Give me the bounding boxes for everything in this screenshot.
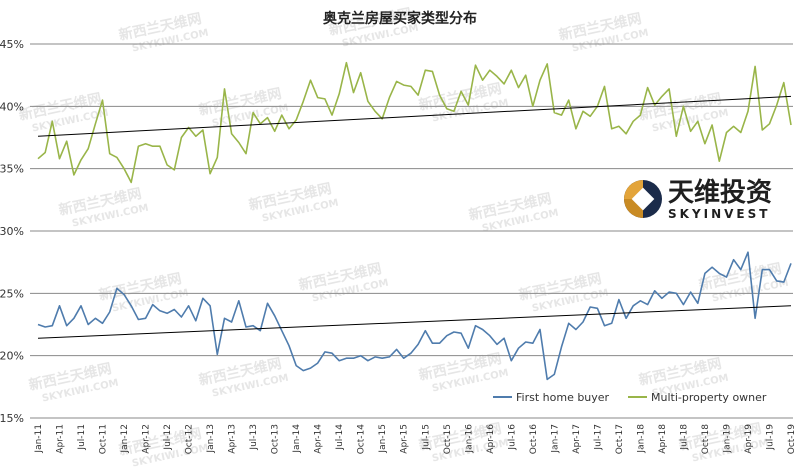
series-line-multi-property-owner	[37, 61, 792, 184]
grid-lines	[30, 43, 793, 419]
x-tick-label: Jul-16	[507, 424, 517, 451]
x-tick-label: Jan-14	[292, 424, 302, 454]
y-tick-label: 30%	[0, 225, 24, 238]
x-tick-label: Jul-12	[163, 424, 173, 451]
legend-label-first-home-buyer: First home buyer	[516, 391, 610, 404]
x-tick-label: Jul-18	[679, 424, 689, 451]
x-tick-label: Apr-11	[56, 424, 66, 454]
x-tick-label: Oct-18	[701, 424, 711, 455]
x-tick-label: Apr-16	[486, 424, 496, 454]
x-tick-label: Jul-11	[77, 424, 87, 451]
x-tick-label: Jan-16	[464, 424, 474, 454]
trendline-first-home-buyer	[37, 305, 792, 339]
x-tick-label: Oct-19	[787, 424, 797, 455]
x-tick-label: Apr-14	[314, 424, 324, 454]
y-tick-label: 20%	[0, 350, 24, 363]
x-tick-label: Oct-14	[357, 424, 367, 455]
series-layer	[37, 61, 792, 381]
x-tick-label: Apr-18	[658, 424, 668, 454]
x-axis-ticks: Jan-11 Apr-11 Jul-11 Oct-11 Jan-12 Apr-12 Jul-…	[34, 424, 797, 455]
y-tick-label: 45%	[0, 38, 24, 51]
trendline-multi-property-owner	[37, 95, 792, 137]
y-axis-ticks: 15% 20% 25% 30% 35% 40% 45%	[0, 38, 24, 425]
x-tick-label: Oct-16	[529, 424, 539, 455]
legend: First home buyer Multi-property owner	[493, 391, 767, 404]
legend-label-multi-property-owner: Multi-property owner	[651, 391, 767, 404]
x-tick-label: Apr-19	[744, 424, 754, 454]
x-tick-label: Oct-11	[99, 424, 109, 454]
x-tick-label: Jul-17	[593, 424, 603, 451]
logo-english-name: SKYINVEST	[668, 207, 770, 221]
series-line-first-home-buyer	[37, 251, 792, 381]
x-tick-label: Jan-11	[34, 424, 44, 454]
x-tick-label: Jan-17	[550, 424, 560, 454]
x-tick-label: Apr-17	[572, 424, 582, 454]
x-tick-label: Jul-15	[421, 424, 431, 451]
skyinvest-logo-icon	[624, 180, 662, 218]
x-tick-label: Jan-12	[120, 424, 130, 454]
skyinvest-logo: 天维投资 SKYINVEST	[624, 177, 772, 221]
x-tick-label: Jul-13	[249, 424, 259, 451]
x-tick-label: Jul-14	[335, 424, 345, 451]
x-tick-label: Oct-15	[443, 424, 453, 454]
x-tick-label: Jan-18	[636, 424, 646, 454]
x-tick-label: Apr-13	[228, 424, 238, 454]
y-tick-label: 25%	[0, 287, 24, 300]
y-tick-label: 35%	[0, 163, 24, 176]
x-tick-label: Oct-12	[185, 424, 195, 454]
x-tick-label: Apr-12	[142, 424, 152, 454]
logo-chinese-name: 天维投资	[668, 177, 772, 208]
x-tick-label: Jan-15	[378, 424, 388, 454]
x-tick-label: Oct-17	[615, 424, 625, 454]
chart-title: 奥克兰房屋买家类型分布	[323, 10, 477, 27]
x-tick-label: Jul-19	[765, 424, 775, 451]
x-tick-label: Jan-13	[206, 424, 216, 454]
y-tick-label: 15%	[0, 412, 24, 425]
y-tick-label: 40%	[0, 100, 24, 113]
x-tick-label: Jan-19	[722, 424, 732, 454]
x-tick-label: Oct-13	[271, 424, 281, 454]
x-tick-label: Apr-15	[400, 424, 410, 454]
